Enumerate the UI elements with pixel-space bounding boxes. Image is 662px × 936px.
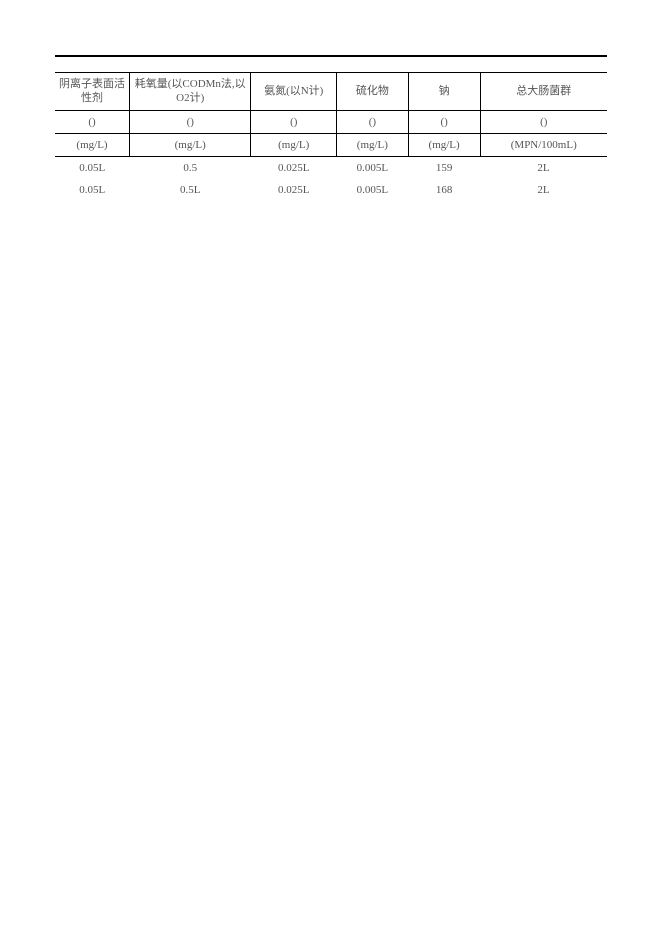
data-cell: 0.5L — [130, 179, 251, 201]
paren-cell: () — [251, 110, 337, 133]
column-header: 阴离子表面活性剂 — [55, 73, 130, 111]
paren-cell: () — [55, 110, 130, 133]
column-header: 硫化物 — [337, 73, 409, 111]
data-cell: 0.025L — [251, 179, 337, 201]
data-cell: 2L — [480, 179, 607, 201]
data-cell: 2L — [480, 157, 607, 180]
table-row: 0.05L 0.5L 0.025L 0.005L 168 2L — [55, 179, 607, 201]
column-header: 钠 — [408, 73, 480, 111]
unit-cell: (mg/L) — [130, 133, 251, 156]
paren-cell: () — [480, 110, 607, 133]
unit-row: (mg/L) (mg/L) (mg/L) (mg/L) (mg/L) (MPN/… — [55, 133, 607, 156]
data-cell: 0.05L — [55, 157, 130, 180]
unit-cell: (mg/L) — [251, 133, 337, 156]
table-row: 0.05L 0.5 0.025L 0.005L 159 2L — [55, 157, 607, 180]
table-container: 阴离子表面活性剂 耗氧量(以CODMn法,以O2计) 氨氮(以N计) 硫化物 钠… — [55, 55, 607, 202]
paren-row: () () () () () () — [55, 110, 607, 133]
data-cell: 159 — [408, 157, 480, 180]
data-cell: 0.025L — [251, 157, 337, 180]
data-cell: 0.5 — [130, 157, 251, 180]
data-cell: 168 — [408, 179, 480, 201]
unit-cell: (mg/L) — [337, 133, 409, 156]
paren-cell: () — [337, 110, 409, 133]
column-header: 耗氧量(以CODMn法,以O2计) — [130, 73, 251, 111]
data-cell: 0.005L — [337, 179, 409, 201]
paren-cell: () — [130, 110, 251, 133]
unit-cell: (mg/L) — [55, 133, 130, 156]
data-cell: 0.05L — [55, 179, 130, 201]
unit-cell: (mg/L) — [408, 133, 480, 156]
column-header: 总大肠菌群 — [480, 73, 607, 111]
data-cell: 0.005L — [337, 157, 409, 180]
column-header: 氨氮(以N计) — [251, 73, 337, 111]
unit-cell: (MPN/100mL) — [480, 133, 607, 156]
header-row: 阴离子表面活性剂 耗氧量(以CODMn法,以O2计) 氨氮(以N计) 硫化物 钠… — [55, 73, 607, 111]
paren-cell: () — [408, 110, 480, 133]
data-table: 阴离子表面活性剂 耗氧量(以CODMn法,以O2计) 氨氮(以N计) 硫化物 钠… — [55, 72, 607, 202]
